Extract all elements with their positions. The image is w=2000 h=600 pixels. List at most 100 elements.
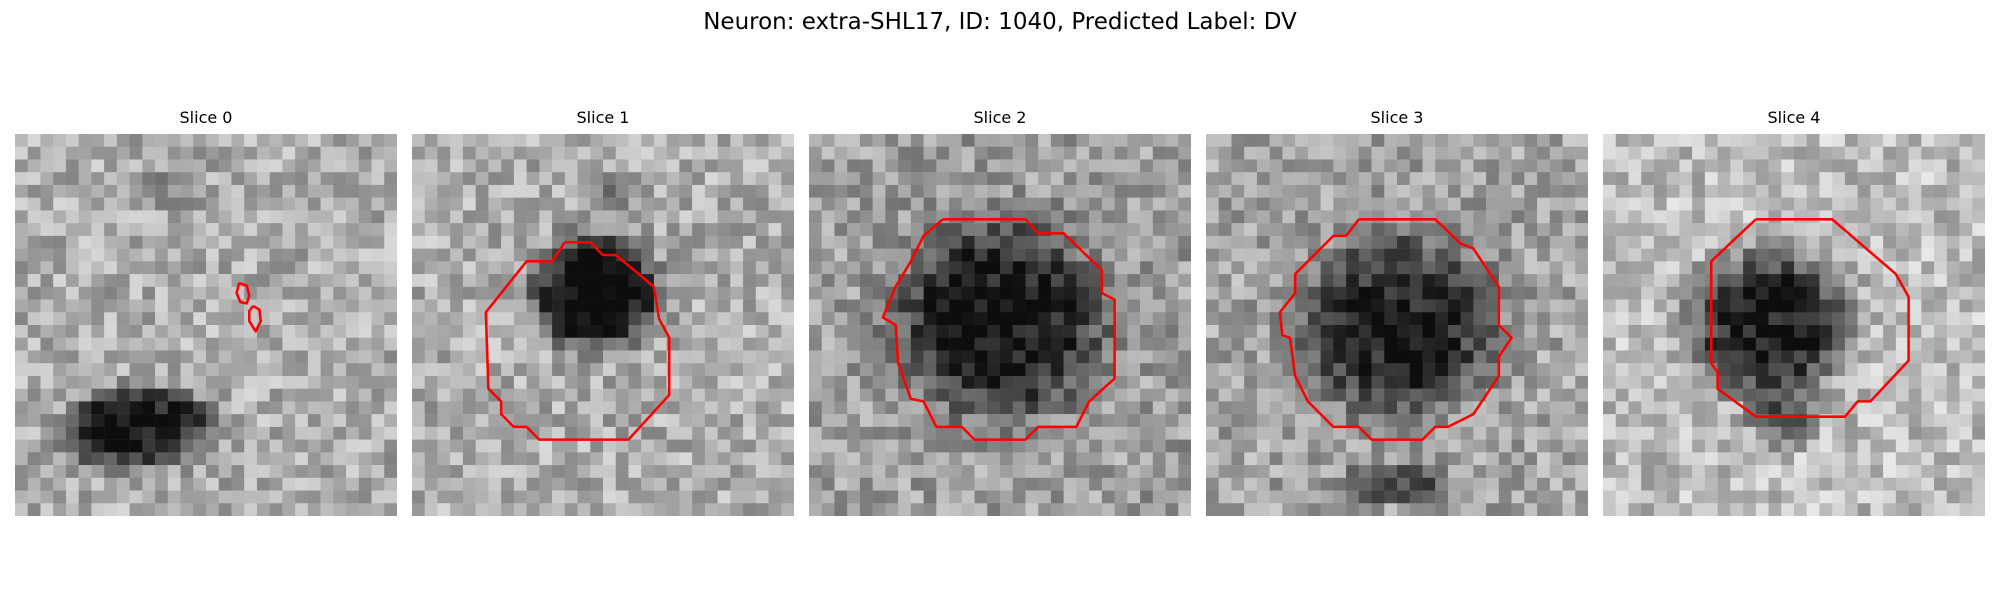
image-pixel (666, 312, 680, 326)
image-pixel (1063, 401, 1077, 415)
image-pixel (1832, 337, 1846, 351)
image-pixel (1959, 210, 1973, 224)
image-pixel (1666, 375, 1680, 389)
image-pixel (1628, 235, 1642, 249)
image-pixel (91, 375, 105, 389)
image-pixel (603, 274, 616, 288)
image-pixel (358, 197, 372, 211)
image-pixel (1972, 261, 1985, 275)
image-pixel (488, 210, 502, 224)
image-pixel (1371, 465, 1385, 479)
image-pixel (1422, 477, 1436, 491)
image-pixel (78, 235, 92, 249)
image-pixel (603, 286, 616, 300)
image-pixel (282, 146, 296, 160)
image-pixel (1959, 274, 1973, 288)
image-pixel (898, 426, 912, 440)
image-pixel (1295, 184, 1309, 198)
image-pixel (1435, 325, 1449, 338)
image-pixel (450, 146, 464, 160)
image-pixel (358, 248, 372, 262)
image-pixel (768, 325, 782, 338)
image-pixel (1806, 223, 1820, 237)
image-pixel (692, 388, 706, 402)
image-pixel (1959, 223, 1973, 237)
image-pixel (1692, 235, 1706, 249)
image-pixel (1603, 375, 1616, 389)
image-pixel (142, 286, 156, 300)
image-pixel (1307, 452, 1321, 466)
image-pixel (615, 414, 629, 428)
image-pixel (462, 146, 476, 160)
image-pixel (1025, 439, 1039, 453)
image-pixel (1333, 503, 1347, 516)
image-pixel (1101, 503, 1115, 516)
image-pixel (1781, 274, 1795, 288)
image-pixel (526, 477, 540, 491)
image-pixel (129, 134, 143, 147)
image-pixel (781, 325, 794, 338)
image-pixel (1603, 261, 1616, 275)
image-pixel (539, 465, 553, 479)
image-pixel (206, 465, 219, 479)
image-pixel (1895, 235, 1909, 249)
image-pixel (1959, 261, 1973, 275)
image-pixel (628, 172, 642, 186)
image-pixel (1320, 388, 1334, 402)
image-pixel (1972, 223, 1985, 237)
image-pixel (821, 286, 835, 300)
image-pixel (1089, 197, 1103, 211)
image-pixel (730, 350, 744, 364)
image-pixel (65, 414, 79, 428)
image-pixel (1050, 184, 1064, 198)
image-pixel (603, 426, 616, 440)
image-pixel (1101, 439, 1115, 453)
image-pixel (1178, 452, 1191, 466)
image-pixel (1320, 184, 1334, 198)
image-pixel (885, 426, 899, 440)
image-pixel (1819, 426, 1833, 440)
image-pixel (1409, 299, 1423, 313)
image-pixel (193, 261, 207, 275)
image-pixel (91, 503, 105, 516)
image-pixel (577, 375, 591, 389)
image-pixel (1603, 134, 1616, 147)
image-pixel (1422, 248, 1436, 262)
image-pixel (193, 503, 207, 516)
image-pixel (692, 465, 706, 479)
image-pixel (974, 184, 988, 198)
image-pixel (1704, 426, 1718, 440)
image-pixel (256, 261, 270, 275)
image-pixel (1089, 452, 1103, 466)
image-pixel (282, 414, 296, 428)
image-pixel (475, 184, 489, 198)
image-pixel (1460, 261, 1474, 275)
image-pixel (1206, 337, 1219, 351)
image-pixel (333, 337, 347, 351)
image-pixel (1178, 312, 1191, 326)
image-pixel (1114, 337, 1128, 351)
image-pixel (987, 363, 1001, 377)
image-pixel (730, 235, 744, 249)
image-pixel (1165, 159, 1179, 173)
image-pixel (1320, 375, 1334, 389)
image-pixel (1358, 490, 1372, 504)
image-pixel (834, 223, 848, 237)
image-pixel (1447, 286, 1461, 300)
image-pixel (333, 248, 347, 262)
image-pixel (155, 261, 169, 275)
image-pixel (333, 197, 347, 211)
image-pixel (450, 503, 464, 516)
image-pixel (167, 286, 181, 300)
image-pixel (1295, 146, 1309, 160)
image-pixel (1050, 172, 1064, 186)
image-pixel (923, 235, 937, 249)
image-pixel (679, 465, 693, 479)
image-pixel (282, 223, 296, 237)
image-pixel (1333, 299, 1347, 313)
image-pixel (412, 503, 425, 516)
image-pixel (1641, 477, 1655, 491)
image-pixel (717, 388, 731, 402)
image-pixel (129, 286, 143, 300)
image-pixel (936, 503, 950, 516)
